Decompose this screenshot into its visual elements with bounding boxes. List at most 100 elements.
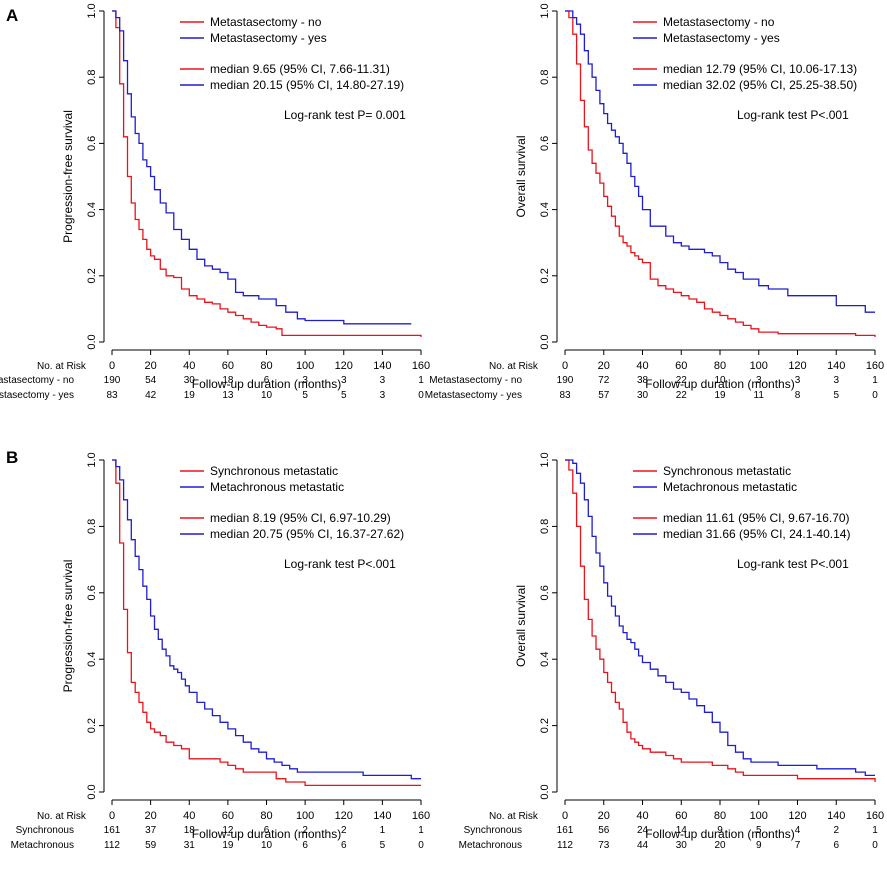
risk-count: 9 [717, 825, 723, 836]
x-axis-title: Follow-up duration (months) [645, 827, 794, 841]
risk-count: 10 [261, 390, 273, 401]
median-label: median 20.75 (95% CI, 16.37-27.62) [210, 527, 404, 541]
x-tick-label: 80 [714, 360, 726, 372]
y-tick-label: 0.6 [86, 136, 98, 151]
risk-count: 22 [676, 375, 688, 386]
risk-row-label: Metachronous [459, 840, 522, 851]
survival-curve-blue [565, 10, 875, 313]
risk-count: 2 [302, 825, 308, 836]
risk-count: 22 [676, 390, 688, 401]
risk-count: 1 [418, 375, 424, 386]
risk-count: 20 [714, 840, 726, 851]
risk-count: 3 [341, 375, 347, 386]
survival-curve-blue [565, 459, 875, 777]
risk-count: 6 [302, 840, 308, 851]
median-label: median 20.15 (95% CI, 14.80-27.19) [210, 78, 404, 92]
risk-row-label: Synchronous [464, 825, 522, 836]
x-tick-label: 100 [750, 360, 768, 372]
risk-row-label: Metastasectomy - no [0, 375, 74, 386]
y-tick-label: 0.0 [539, 784, 551, 799]
y-tick-label: 0.6 [86, 585, 98, 600]
risk-row-label: Metastasectomy - yes [0, 390, 74, 401]
risk-count: 1 [418, 825, 424, 836]
risk-count: 56 [598, 825, 610, 836]
risk-count: 14 [676, 825, 688, 836]
risk-count: 72 [598, 375, 610, 386]
risk-count: 4 [795, 825, 801, 836]
y-tick-label: 0.4 [539, 652, 551, 667]
median-label: median 12.79 (95% CI, 10.06-17.13) [663, 62, 857, 76]
risk-count: 54 [145, 375, 157, 386]
y-tick-label: 0.6 [539, 136, 551, 151]
median-label: median 31.66 (95% CI, 24.1-40.14) [663, 527, 850, 541]
risk-count: 8 [795, 390, 801, 401]
risk-count: 2 [341, 825, 347, 836]
risk-count: 18 [222, 375, 234, 386]
x-tick-label: 80 [260, 360, 272, 372]
legend-label: Metachronous metastatic [663, 480, 797, 494]
risk-count: 3 [756, 375, 762, 386]
x-tick-label: 160 [866, 810, 884, 822]
y-tick-label: 0.4 [539, 202, 551, 217]
x-tick-label: 160 [412, 810, 430, 822]
risk-count: 3 [795, 375, 801, 386]
risk-count: 30 [637, 390, 649, 401]
x-tick-label: 40 [183, 810, 195, 822]
x-tick-label: 20 [145, 810, 157, 822]
risk-count: 10 [261, 840, 273, 851]
risk-count: 6 [341, 840, 347, 851]
risk-count: 19 [184, 390, 196, 401]
y-tick-label: 0.2 [539, 718, 551, 733]
risk-count: 5 [833, 390, 839, 401]
x-tick-label: 120 [335, 810, 353, 822]
risk-table-header: No. at Risk [489, 361, 539, 372]
x-tick-label: 40 [636, 810, 648, 822]
risk-count: 83 [559, 390, 571, 401]
risk-count: 112 [104, 840, 120, 851]
y-tick-label: 1.0 [539, 452, 551, 467]
risk-count: 57 [598, 390, 610, 401]
risk-count: 24 [637, 825, 649, 836]
y-tick-label: 0.8 [539, 70, 551, 85]
x-tick-label: 100 [296, 810, 314, 822]
median-label: median 32.02 (95% CI, 25.25-38.50) [663, 78, 857, 92]
x-tick-label: 120 [788, 810, 806, 822]
risk-count: 31 [184, 840, 196, 851]
logrank-label: Log-rank test P= 0.001 [284, 108, 406, 122]
risk-count: 190 [557, 375, 574, 386]
risk-row-label: Metachronous [11, 840, 74, 851]
risk-row-label: Metastasectomy - no [429, 375, 522, 386]
y-tick-label: 0.8 [539, 519, 551, 534]
y-tick-label: 1.0 [86, 3, 98, 18]
panel-label-b: B [6, 448, 18, 467]
km-chart-1: 0 20 40 60 80 100 120 140 1600.00.20.40.60.81.0F… [0, 3, 430, 401]
survival-curve-red [565, 10, 876, 337]
risk-count: 9 [756, 840, 762, 851]
risk-count: 3 [380, 375, 386, 386]
risk-count: 7 [795, 840, 801, 851]
legend-label: Metastasectomy - yes [210, 31, 327, 45]
x-tick-label: 0 [109, 360, 115, 372]
legend-label: Metachronous metastatic [210, 480, 344, 494]
legend-label: Metastasectomy - no [210, 15, 322, 29]
x-tick-label: 40 [636, 360, 648, 372]
risk-count: 3 [380, 390, 386, 401]
risk-count: 44 [637, 840, 649, 851]
y-axis-title: Progression-free survival [61, 560, 75, 693]
risk-count: 83 [106, 390, 118, 401]
legend-label: Synchronous metastatic [663, 464, 791, 478]
x-tick-label: 100 [296, 360, 314, 372]
y-axis-title: Progression-free survival [61, 110, 75, 243]
y-tick-label: 0.0 [86, 784, 98, 799]
risk-table-header: No. at Risk [37, 361, 87, 372]
risk-count: 161 [557, 825, 574, 836]
x-tick-label: 60 [222, 810, 234, 822]
risk-count: 19 [222, 840, 234, 851]
risk-count: 6 [264, 375, 270, 386]
risk-count: 1 [872, 375, 878, 386]
risk-count: 30 [676, 840, 688, 851]
x-tick-label: 0 [562, 810, 568, 822]
x-tick-label: 80 [714, 810, 726, 822]
risk-count: 1 [872, 825, 878, 836]
